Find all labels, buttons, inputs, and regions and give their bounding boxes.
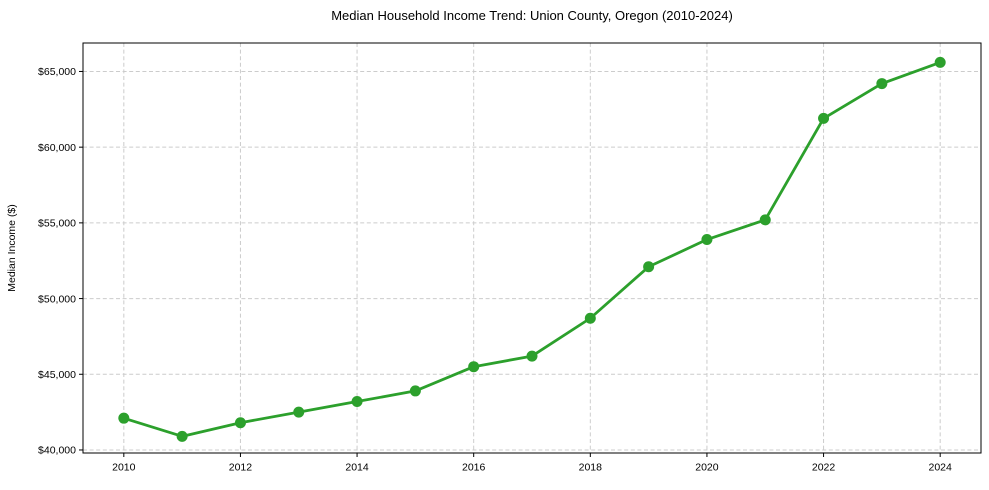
x-tick-label: 2016 <box>462 462 486 474</box>
data-point-2023 <box>876 78 888 90</box>
y-tick-label: $55,000 <box>38 218 76 230</box>
x-tick-label: 2014 <box>345 462 369 474</box>
data-point-2013 <box>293 406 305 418</box>
x-tick-label: 2010 <box>112 462 136 474</box>
data-point-2016 <box>468 361 480 373</box>
axes-frame <box>82 42 982 454</box>
x-tick-label: 2012 <box>229 462 253 474</box>
data-point-2017 <box>526 350 538 362</box>
y-tick-label: $65,000 <box>38 66 76 78</box>
data-point-2019 <box>643 261 655 273</box>
data-point-2024 <box>934 56 946 68</box>
y-tick-label: $50,000 <box>38 293 76 305</box>
data-point-2022 <box>818 112 830 124</box>
data-point-2014 <box>351 396 363 408</box>
chart-title: Median Household Income Trend: Union Cou… <box>331 8 733 23</box>
y-tick-label: $45,000 <box>38 369 76 381</box>
data-point-2011 <box>176 430 188 442</box>
data-point-2018 <box>584 312 596 324</box>
x-tick-label: 2020 <box>695 462 719 474</box>
data-point-2021 <box>759 214 771 226</box>
x-tick-label: 2024 <box>929 462 953 474</box>
data-point-2015 <box>409 385 421 397</box>
data-point-2012 <box>234 417 246 429</box>
data-point-2020 <box>701 234 713 246</box>
y-tick-label: $60,000 <box>38 142 76 154</box>
y-tick-label: $40,000 <box>38 445 76 457</box>
x-tick-label: 2018 <box>579 462 603 474</box>
trend-line <box>122 60 942 438</box>
y-axis-label: Median Income ($) <box>6 204 18 292</box>
data-point-2010 <box>118 412 130 424</box>
x-tick-label: 2022 <box>812 462 836 474</box>
